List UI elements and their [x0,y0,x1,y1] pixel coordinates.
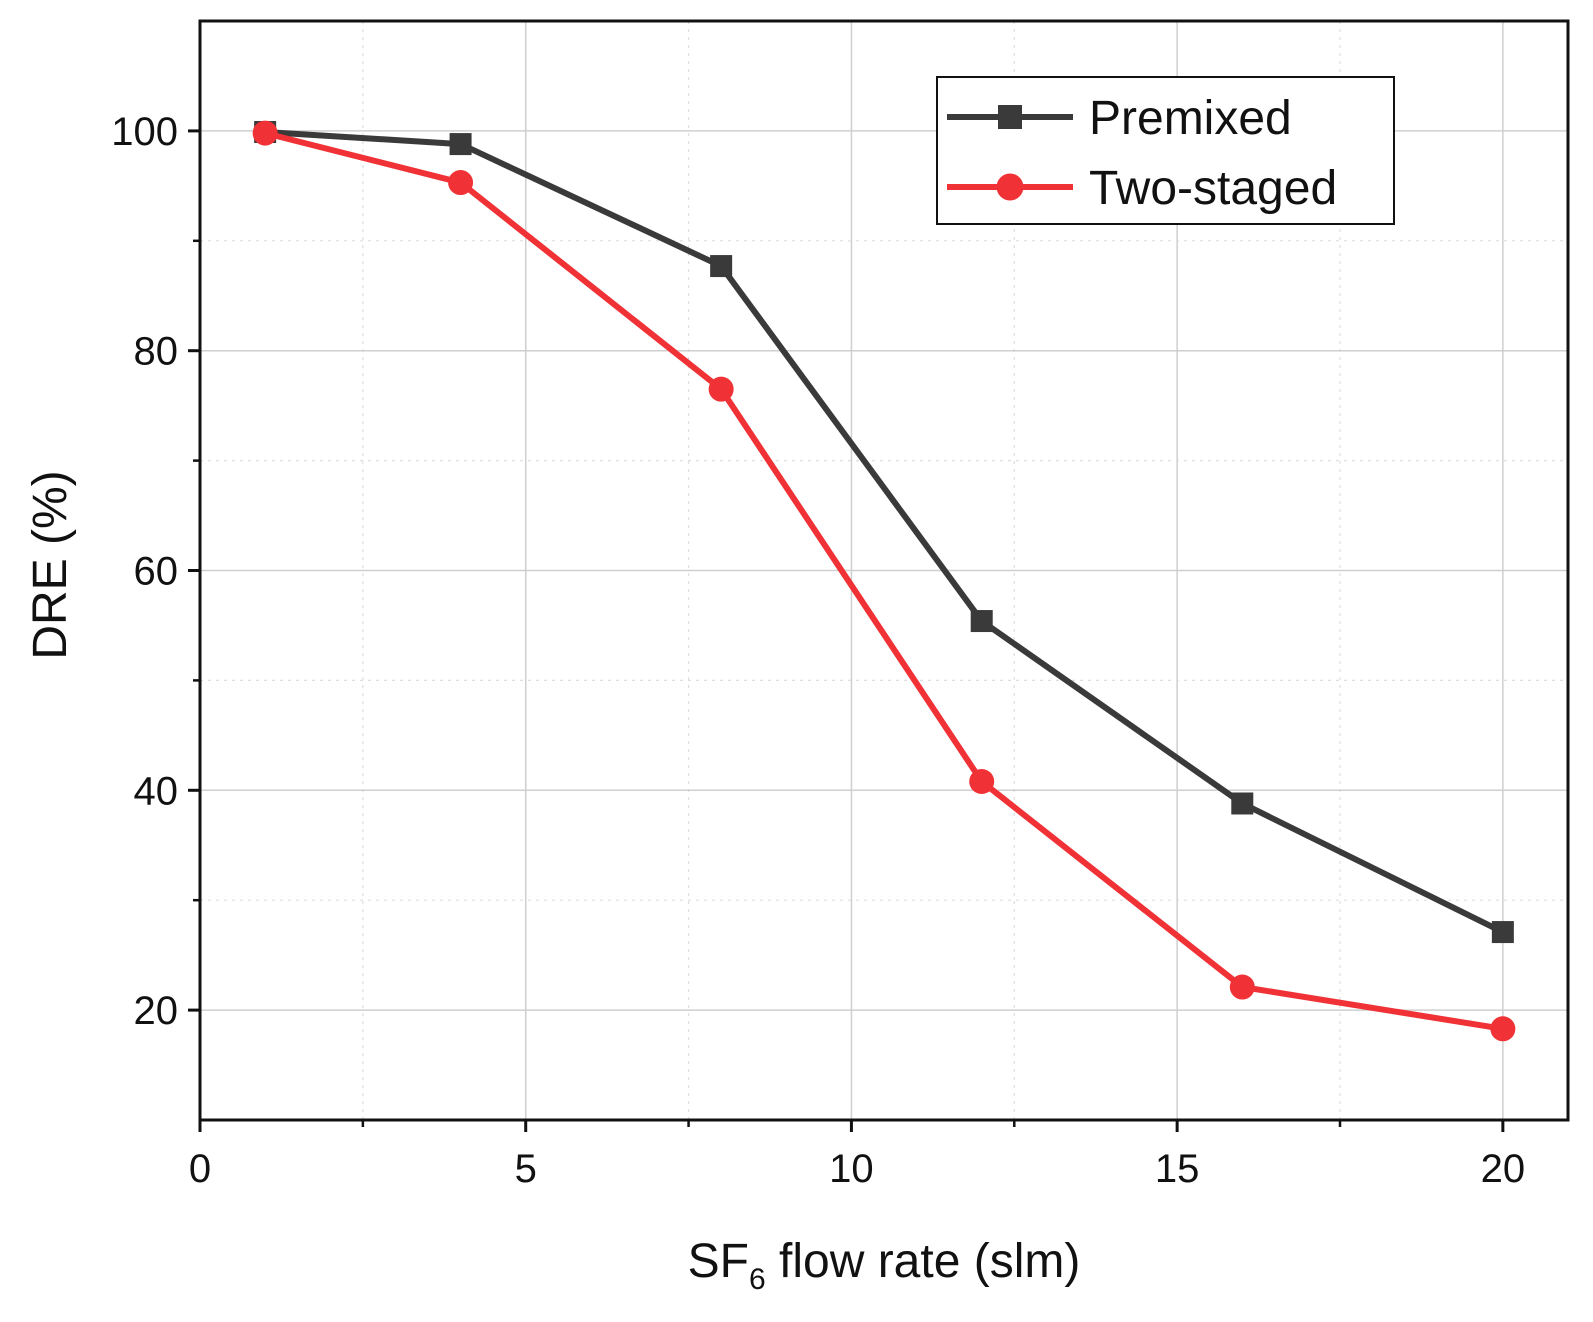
legend-item-two-staged: Two-staged [947,162,1337,215]
x-tick-label: 0 [189,1147,211,1191]
x-axis-title-subscript: 6 [749,1263,766,1296]
data-point-two-staged [252,120,278,146]
data-point-premixed [710,255,733,278]
y-tick-label: 80 [134,330,179,374]
x-axis-title-suffix: flow rate (slm) [766,1235,1081,1288]
series-line-two-staged [264,130,1504,1032]
y-tick-label: 60 [134,550,179,594]
x-axis-title-prefix: SF [688,1235,749,1288]
x-tick-label: 5 [515,1147,537,1191]
legend-label-premixed: Premixed [1089,92,1292,145]
plot-series [252,120,1516,1042]
data-point-premixed [1491,921,1514,944]
data-point-premixed [1231,792,1254,815]
y-tick-label: 100 [111,110,178,154]
y-tick-label: 20 [134,989,179,1033]
x-tick-label: 15 [1155,1147,1200,1191]
legend-marker-two-staged [996,173,1024,201]
series-two-staged [252,120,1516,1042]
data-point-two-staged [969,769,995,795]
legend-marker-premixed [998,105,1022,129]
data-point-premixed [970,610,993,633]
x-axis-title: SF6 flow rate (slm) [688,1235,1081,1296]
axes: 0 5 10 15 20 20 40 60 80 100 [111,19,1570,1191]
legend-label-two-staged: Two-staged [1089,162,1337,215]
series-line-premixed [264,129,1505,935]
legend: Premixed Two-staged [936,76,1395,225]
data-point-two-staged [1229,974,1255,1000]
data-point-premixed [449,133,472,156]
y-axis-title: DRE (%) [24,470,77,659]
data-point-two-staged [448,170,474,196]
data-point-two-staged [708,376,734,402]
x-tick-label: 10 [829,1147,874,1191]
legend-item-premixed: Premixed [947,92,1292,145]
x-tick-label: 20 [1481,1147,1526,1191]
y-tick-label: 40 [134,769,179,813]
series-premixed [254,120,1514,944]
data-point-two-staged [1490,1016,1516,1042]
